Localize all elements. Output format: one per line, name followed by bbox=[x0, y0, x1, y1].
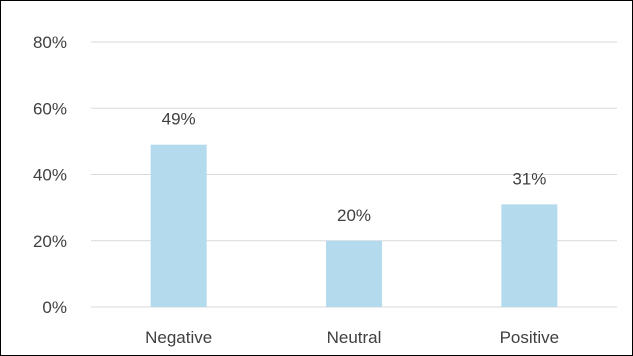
data-label: 49% bbox=[162, 110, 196, 129]
bar-negative bbox=[150, 144, 207, 307]
data-label: 20% bbox=[337, 206, 371, 225]
y-tick-label: 60% bbox=[33, 99, 67, 118]
bar-neutral bbox=[326, 240, 382, 307]
x-tick-label: Neutral bbox=[327, 328, 382, 347]
bars bbox=[150, 144, 558, 307]
data-labels: 49% 20% 31% bbox=[162, 110, 547, 225]
y-axis-tick-labels: 0% 20% 40% 60% 80% bbox=[33, 33, 67, 317]
data-label: 31% bbox=[512, 169, 546, 188]
y-tick-label: 0% bbox=[42, 298, 67, 317]
y-tick-label: 40% bbox=[33, 166, 67, 185]
x-tick-label: Positive bbox=[500, 328, 560, 347]
y-tick-label: 20% bbox=[33, 232, 67, 251]
bar-positive bbox=[501, 204, 558, 307]
x-tick-label: Negative bbox=[145, 328, 212, 347]
y-tick-label: 80% bbox=[33, 33, 67, 52]
x-axis-tick-labels: Negative Neutral Positive bbox=[145, 328, 559, 347]
